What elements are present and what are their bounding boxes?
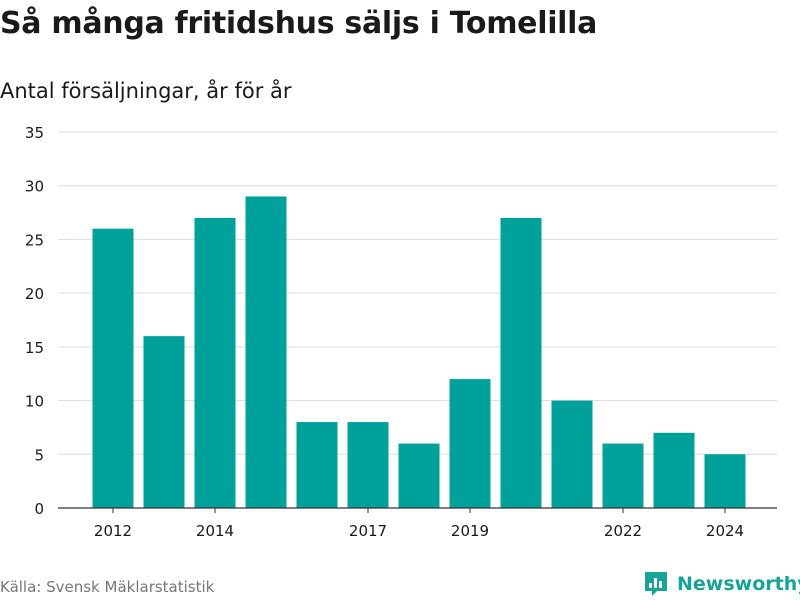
x-tick-label: 2012 <box>94 522 132 540</box>
y-tick-label: 25 <box>25 231 44 249</box>
bar <box>704 454 746 508</box>
bar <box>500 217 542 508</box>
bar <box>653 432 695 508</box>
bar-chart: 0 5 10 15 20 25 30 35 2012 2014 2017 2019 2022 2024 <box>25 124 777 540</box>
y-tick-label: 35 <box>25 124 44 142</box>
bar <box>398 443 440 508</box>
bar <box>296 422 338 508</box>
x-tick-label: 2024 <box>706 522 744 540</box>
y-tick-label: 10 <box>25 393 44 411</box>
y-tick-label: 20 <box>25 285 44 303</box>
source-note: Källa: Svensk Mäklarstatistik <box>0 578 215 596</box>
bar <box>245 196 287 508</box>
brand-logo: Newsworthy <box>643 570 800 598</box>
chart-subtitle: Antal försäljningar, år för år <box>0 79 292 103</box>
chart-title: Så många fritidshus säljs i Tomelilla <box>0 6 598 41</box>
bar <box>602 443 644 508</box>
x-tick-label: 2022 <box>604 522 642 540</box>
x-tick-label: 2017 <box>349 522 387 540</box>
bar <box>551 400 593 508</box>
x-tick-label: 2019 <box>451 522 489 540</box>
x-tick-label: 2014 <box>196 522 234 540</box>
bar <box>449 379 491 508</box>
newsworthy-logo-icon <box>645 572 667 596</box>
y-tick-label: 15 <box>25 339 44 357</box>
bar <box>92 228 134 508</box>
y-tick-label: 0 <box>34 500 44 518</box>
brand-name: Newsworthy <box>677 573 800 595</box>
bar <box>347 422 389 508</box>
y-tick-label: 30 <box>25 178 44 196</box>
bar <box>143 336 185 508</box>
y-tick-label: 5 <box>34 446 44 464</box>
bar <box>194 217 236 508</box>
